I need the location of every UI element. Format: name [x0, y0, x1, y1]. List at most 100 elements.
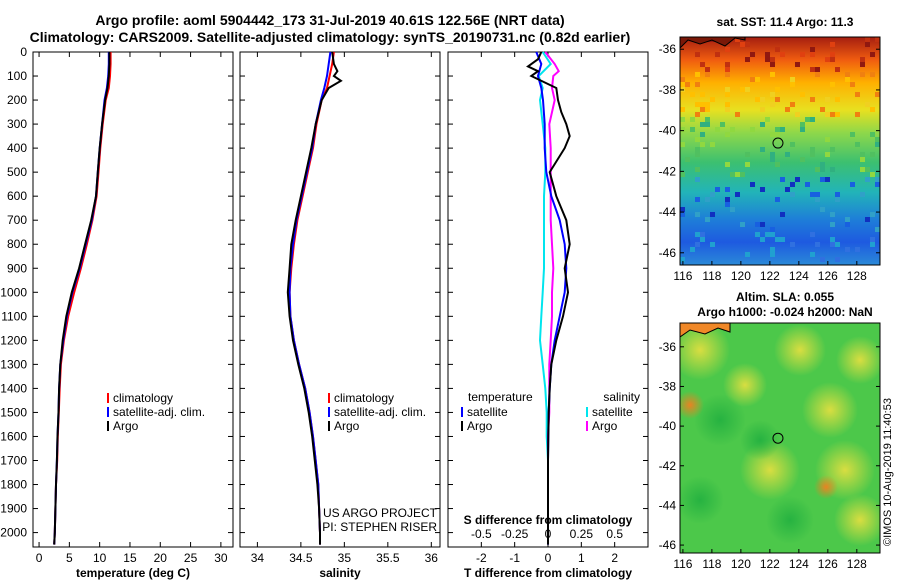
sst-pixel: [695, 232, 700, 237]
sst-pixel: [730, 127, 735, 132]
sst-pixel: [725, 197, 730, 202]
sst-pixel: [775, 162, 780, 167]
sla-blob: [680, 391, 704, 419]
salinity-series-climatology: [288, 51, 335, 545]
depth-tick-label: 2000: [0, 526, 27, 540]
sst-pixel: [760, 97, 765, 102]
sst-map-image: [680, 37, 880, 265]
diff-legend-salinity-label: satellite: [592, 405, 633, 419]
sst-pixel: [745, 57, 750, 62]
x-axis-label: temperature (deg C): [76, 566, 190, 580]
sst-pixel: [860, 192, 865, 197]
sst-pixel: [790, 242, 795, 247]
sst-pixel: [705, 107, 710, 112]
sst-pixel: [770, 62, 775, 67]
sst-pixel: [830, 237, 835, 242]
x-tick-label: 0: [545, 551, 552, 565]
sst-pixel: [810, 67, 815, 72]
x-tick-label: 35: [338, 551, 352, 565]
sst-pixel: [830, 242, 835, 247]
sst-pixel: [715, 127, 720, 132]
sst-pixel: [745, 87, 750, 92]
sst-pixel: [750, 52, 755, 57]
sst-pixel: [860, 62, 865, 67]
sst-pixel: [825, 112, 830, 117]
sst-map-y-tick-label: -42: [659, 164, 677, 178]
sst-map-argo-marker: [772, 137, 784, 149]
sst-pixel: [870, 72, 875, 77]
sst-pixel: [740, 172, 745, 177]
x-tick-label: 2: [611, 551, 618, 565]
sst-pixel: [705, 72, 710, 77]
sla-map-x-tick-label: 122: [760, 557, 780, 571]
sst-pixel: [765, 57, 770, 62]
sst-pixel: [695, 137, 700, 142]
depth-tick-label: 100: [7, 69, 27, 83]
sst-pixel: [695, 112, 700, 117]
salinity-legend-label: climatology: [334, 391, 394, 405]
sst-pixel: [830, 57, 835, 62]
sst-pixel: [725, 187, 730, 192]
sst-coastline: [680, 37, 746, 49]
sst-pixel: [710, 242, 715, 247]
sst-pixel: [690, 247, 695, 252]
x-axis-label: salinity: [319, 566, 361, 580]
x-tick-label: 25: [184, 551, 198, 565]
sst-pixel: [680, 212, 685, 217]
sst-pixel: [790, 142, 795, 147]
sst-pixel: [695, 167, 700, 172]
figure-title-line2: Climatology: CARS2009. Satellite-adjuste…: [29, 29, 631, 45]
sst-map-y-tick-label: -40: [659, 124, 677, 138]
sst-pixel: [770, 72, 775, 77]
sst-pixel: [795, 62, 800, 67]
depth-tick-label: 200: [7, 93, 27, 107]
sst-pixel: [780, 177, 785, 182]
sst-pixel: [760, 147, 765, 152]
figure-title-line1: Argo profile: aoml 5904442_173 31-Jul-20…: [95, 12, 565, 28]
sst-pixel: [680, 172, 685, 177]
sst-pixel: [810, 117, 815, 122]
diff-secondary-axis-label: S difference from climatology: [464, 513, 633, 527]
diff-secondary-tick-label: 0.5: [606, 527, 623, 541]
sst-pixel: [710, 97, 715, 102]
sla-map-x-tick-label: 126: [818, 557, 838, 571]
sst-pixel: [790, 82, 795, 87]
sst-pixel: [695, 242, 700, 247]
sla-blob: [836, 336, 880, 384]
sst-pixel: [700, 232, 705, 237]
sst-pixel: [725, 132, 730, 137]
sst-pixel: [850, 182, 855, 187]
sst-pixel: [700, 62, 705, 67]
sst-pixel: [725, 87, 730, 92]
sst-pixel: [700, 142, 705, 147]
sst-pixel: [835, 192, 840, 197]
x-tick-label: -1: [509, 551, 520, 565]
sst-pixel: [705, 102, 710, 107]
salinity-annotation: PI: STEPHEN RISER: [322, 520, 437, 534]
sst-pixel: [770, 132, 775, 137]
sst-pixel: [835, 112, 840, 117]
sst-pixel: [860, 167, 865, 172]
sla-map-x-tick-label: 124: [789, 557, 809, 571]
sst-pixel: [710, 192, 715, 197]
sst-map-x-tick-label: 128: [847, 269, 867, 283]
sla-map-title-line2: Argo h1000: -0.024 h2000: NaN: [697, 305, 873, 319]
sst-pixel: [875, 37, 880, 42]
plot-layer: 0100200300400500600700800900100011001200…: [0, 36, 881, 580]
sst-pixel: [725, 92, 730, 97]
sst-pixel: [825, 177, 830, 182]
x-tick-label: 1: [578, 551, 585, 565]
sst-pixel: [755, 97, 760, 102]
diff-legend-header-temperature: temperature: [468, 390, 533, 404]
sst-pixel: [800, 157, 805, 162]
sla-coastline: [680, 323, 731, 338]
sst-pixel: [715, 187, 720, 192]
x-tick-label: -2: [476, 551, 487, 565]
sla-map-x-tick-label: 120: [731, 557, 751, 571]
sst-pixel: [795, 112, 800, 117]
sst-pixel: [845, 247, 850, 252]
sst-pixel: [815, 167, 820, 172]
sst-pixel: [820, 107, 825, 112]
sst-pixel: [775, 47, 780, 52]
sst-pixel: [685, 82, 690, 87]
